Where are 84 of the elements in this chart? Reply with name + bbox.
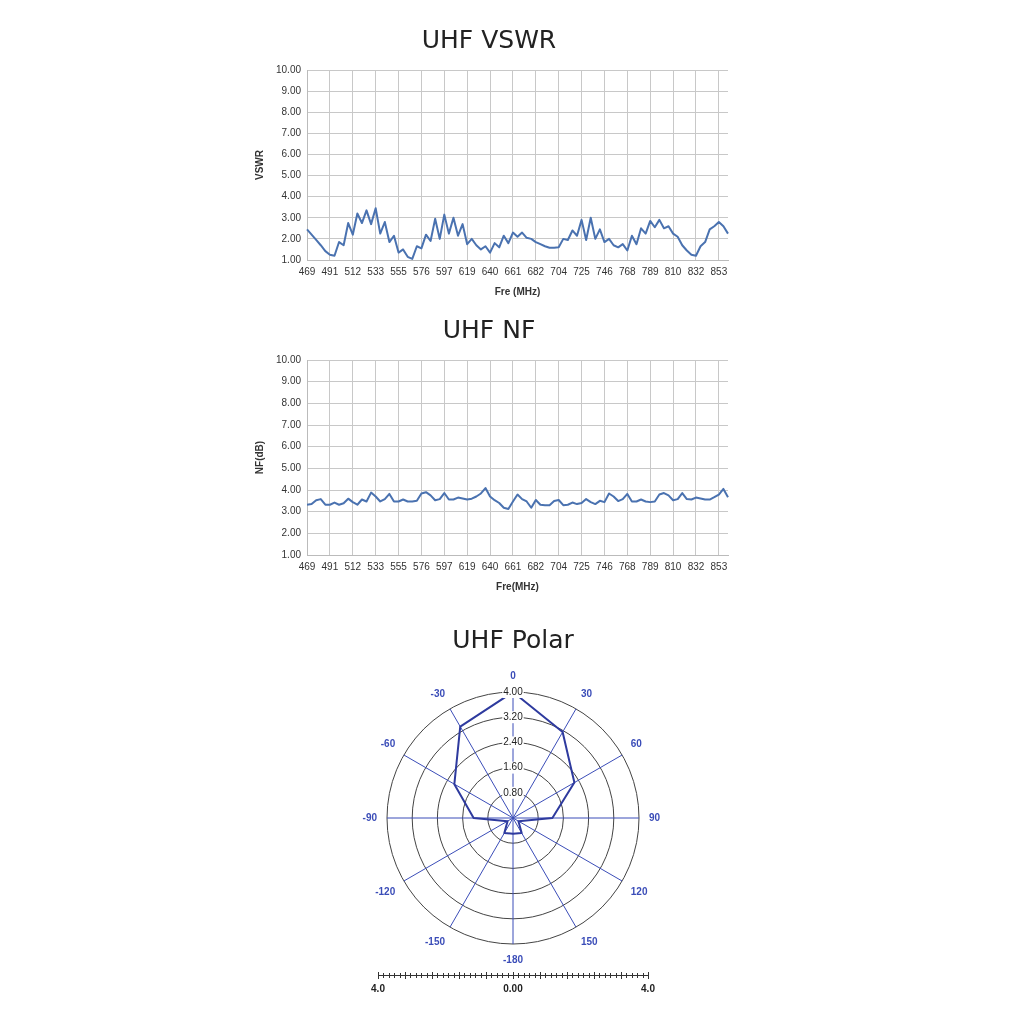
x-tick-label: 512 bbox=[344, 560, 362, 572]
text: 0.00 bbox=[503, 983, 523, 994]
x-tick-label: 597 bbox=[435, 560, 454, 572]
x-tick-label: 789 bbox=[641, 560, 659, 572]
y-tick-label: 9.00 bbox=[281, 375, 302, 387]
spoke-label: -90 bbox=[362, 811, 378, 823]
spoke-label: 120 bbox=[630, 885, 648, 897]
x-tick-label: 810 bbox=[664, 265, 682, 277]
y-tick-label: 8.00 bbox=[281, 397, 302, 409]
x-tick-label: 619 bbox=[458, 265, 476, 277]
x-tick-label: 725 bbox=[573, 265, 591, 277]
x-tick-label: 832 bbox=[687, 265, 705, 277]
y-tick-label: 9.00 bbox=[281, 84, 302, 96]
text: 4.0 bbox=[641, 983, 655, 994]
y-tick-label: 1.00 bbox=[281, 548, 302, 560]
x-tick-label: 682 bbox=[527, 560, 545, 572]
y-tick-label: 5.00 bbox=[281, 169, 302, 181]
y-tick-label: 2.40 bbox=[503, 736, 524, 748]
y-tick-label: 7.00 bbox=[281, 127, 302, 139]
y-tick-label: 1.00 bbox=[281, 253, 302, 265]
spoke-label: 30 bbox=[581, 687, 593, 699]
x-tick-label: 661 bbox=[504, 265, 522, 277]
spoke-label: -180 bbox=[502, 953, 524, 965]
y-tick-label: 3.00 bbox=[281, 505, 302, 517]
spoke-label: -60 bbox=[380, 737, 396, 749]
x-tick-label: 661 bbox=[504, 560, 522, 572]
x-tick-label: 469 bbox=[298, 265, 316, 277]
y-tick-label: 4.00 bbox=[281, 483, 302, 495]
y-tick-label: 5.00 bbox=[281, 462, 302, 474]
x-tick-label: 533 bbox=[367, 265, 385, 277]
x-tick-label: 640 bbox=[481, 560, 499, 572]
x-tick-label: 576 bbox=[413, 265, 431, 277]
x-tick-label: 640 bbox=[481, 265, 499, 277]
spoke-label: -120 bbox=[375, 885, 396, 897]
x-tick-label: 491 bbox=[321, 560, 339, 572]
chart-title: UHF NF bbox=[442, 314, 536, 344]
y-tick-label: 4.00 bbox=[281, 190, 302, 202]
x-tick-label: 768 bbox=[618, 265, 637, 277]
y-tick-label: 0.80 bbox=[503, 786, 524, 798]
x-tick-label: 704 bbox=[550, 560, 568, 572]
y-tick-label: 8.00 bbox=[281, 105, 302, 117]
chart-title: UHF VSWR bbox=[421, 24, 557, 54]
y-tick-label: 10.00 bbox=[275, 353, 302, 365]
x-tick-label: 810 bbox=[664, 560, 682, 572]
y-tick-label: 6.00 bbox=[281, 148, 302, 160]
spoke-label: 150 bbox=[581, 935, 599, 947]
y-tick-label: 7.00 bbox=[281, 418, 302, 430]
x-tick-label: 533 bbox=[367, 560, 385, 572]
x-tick-label: 555 bbox=[390, 560, 408, 572]
y-tick-label: 6.00 bbox=[281, 440, 302, 452]
x-tick-label: 512 bbox=[344, 265, 362, 277]
x-tick-label: 704 bbox=[550, 265, 568, 277]
spoke-label: 60 bbox=[630, 737, 643, 749]
y-tick-label: 2.00 bbox=[281, 232, 302, 244]
x-tick-label: 746 bbox=[596, 265, 614, 277]
x-tick-label: 469 bbox=[298, 560, 316, 572]
y-tick-label: 2.00 bbox=[281, 527, 302, 539]
x-tick-label: 597 bbox=[435, 265, 454, 277]
x-tick-label: 789 bbox=[641, 265, 659, 277]
y-tick-label: 3.00 bbox=[281, 211, 302, 223]
x-tick-label: 832 bbox=[687, 560, 705, 572]
spoke-label: -150 bbox=[424, 935, 446, 947]
x-tick-label: 491 bbox=[321, 265, 339, 277]
x-tick-label: 576 bbox=[413, 560, 431, 572]
x-tick-label: 555 bbox=[390, 265, 408, 277]
y-axis-title: VSWR bbox=[253, 149, 265, 180]
x-tick-label: 619 bbox=[458, 560, 476, 572]
text: 4.0 bbox=[371, 983, 385, 994]
x-tick-label: 746 bbox=[596, 560, 614, 572]
spoke-label: 90 bbox=[649, 811, 661, 823]
x-tick-label: 853 bbox=[710, 560, 728, 572]
chart-title: UHF Polar bbox=[452, 624, 575, 654]
x-tick-label: 725 bbox=[573, 560, 591, 572]
y-tick-label: 3.20 bbox=[503, 710, 524, 722]
x-tick-label: 682 bbox=[527, 265, 545, 277]
x-tick-label: 768 bbox=[618, 560, 637, 572]
spoke-label: -30 bbox=[430, 687, 446, 699]
y-tick-label: 1.60 bbox=[503, 761, 524, 773]
x-axis-title: Fre(MHz) bbox=[496, 580, 539, 592]
x-tick-label: 853 bbox=[710, 265, 728, 277]
y-axis-title: NF(dB) bbox=[253, 440, 265, 475]
x-axis-title: Fre (MHz) bbox=[494, 285, 541, 297]
y-tick-label: 10.00 bbox=[275, 63, 302, 75]
spoke-label: 0 bbox=[510, 669, 517, 681]
